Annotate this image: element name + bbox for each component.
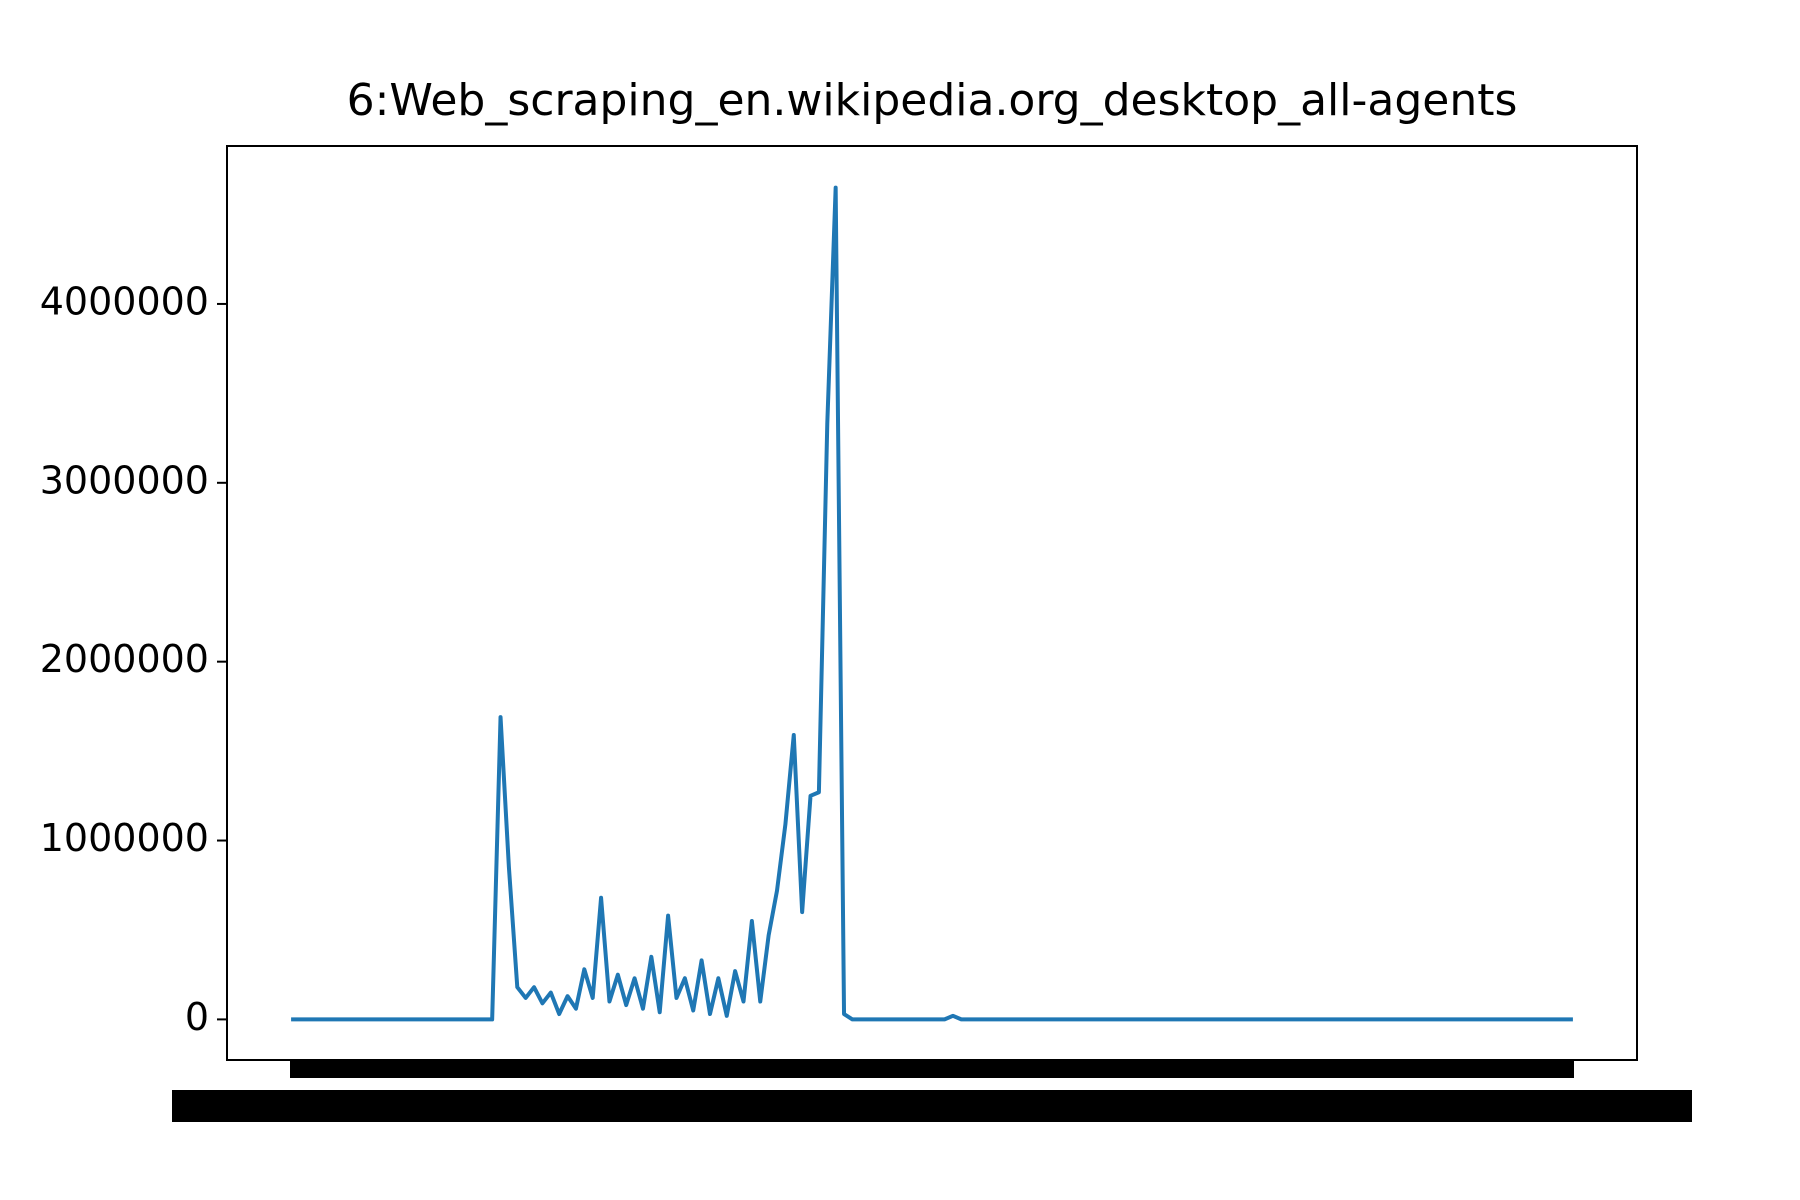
x-tick-label-band bbox=[172, 1090, 1692, 1122]
x-tick-band bbox=[290, 1060, 1574, 1078]
y-tick-label: 0 bbox=[185, 995, 209, 1039]
y-tick-label: 3000000 bbox=[40, 458, 209, 502]
chart-title: 6:Web_scraping_en.wikipedia.org_desktop_… bbox=[347, 75, 1518, 126]
plot-frame bbox=[226, 145, 1638, 1061]
line bbox=[291, 185, 1573, 1022]
y-tick-label: 2000000 bbox=[40, 637, 209, 681]
y-tick-label: 4000000 bbox=[40, 279, 209, 323]
y-tick-label: 1000000 bbox=[40, 816, 209, 860]
